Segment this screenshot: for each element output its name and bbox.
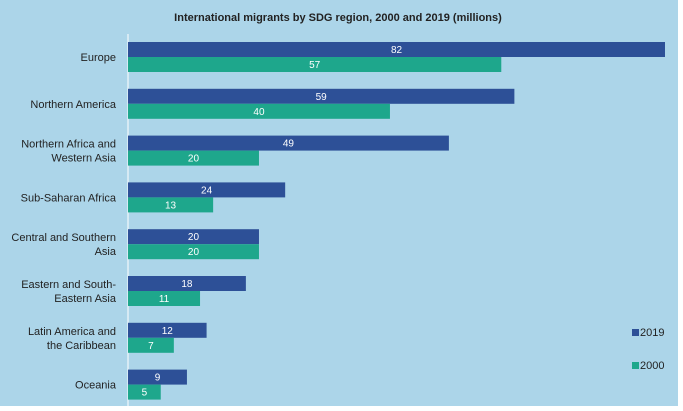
bar-2019 xyxy=(128,42,665,57)
data-label: 7 xyxy=(148,341,154,352)
category-label: Oceania xyxy=(75,380,117,392)
data-label: 49 xyxy=(283,139,295,150)
category-label: Europe xyxy=(81,52,116,64)
data-label: 59 xyxy=(316,92,328,103)
category-label-line: Asia xyxy=(95,246,117,258)
bar-2000 xyxy=(128,57,502,72)
category-label-line: Europe xyxy=(81,52,116,64)
category-label-line: Oceania xyxy=(75,380,117,392)
category-label-line: Northern America xyxy=(30,99,116,111)
data-label: 40 xyxy=(253,107,265,118)
category-label-line: Eastern Asia xyxy=(54,293,117,305)
category-label-line: the Caribbean xyxy=(47,340,116,352)
category-label: Eastern and South- Eastern Asia xyxy=(21,279,117,305)
data-label: 24 xyxy=(201,185,213,196)
data-label: 18 xyxy=(181,279,193,290)
bar-2000 xyxy=(128,291,201,306)
chart-title: International migrants by SDG region, 20… xyxy=(174,12,502,24)
bar-2000 xyxy=(128,244,259,260)
category-label-line: Sub-Saharan Africa xyxy=(21,192,117,204)
bar-2019 xyxy=(128,322,207,338)
data-label: 11 xyxy=(159,294,170,305)
bar-2019 xyxy=(128,135,449,151)
bar-2000 xyxy=(128,197,214,213)
category-label-line: Northern Africa and xyxy=(21,139,116,151)
bar-2019 xyxy=(128,88,515,104)
bar-2000 xyxy=(128,337,174,353)
bar-2019 xyxy=(128,369,187,385)
data-label: 13 xyxy=(165,200,177,211)
category-label-line: Latin America and xyxy=(28,326,116,338)
category-label-line: Western Asia xyxy=(51,153,116,165)
bar-2019 xyxy=(128,229,259,245)
data-label: 20 xyxy=(188,154,200,165)
data-label: 20 xyxy=(188,232,200,243)
category-label: Central and Southern Asia xyxy=(11,232,116,258)
category-label-line: Eastern and South- xyxy=(21,279,116,291)
bar-2000 xyxy=(128,103,390,119)
data-label: 20 xyxy=(188,247,200,258)
data-label: 5 xyxy=(142,388,148,399)
legend: 2019 2000 xyxy=(632,327,664,372)
category-label: Latin America and the Caribbean xyxy=(28,326,116,352)
data-label: 82 xyxy=(391,45,403,56)
bar-2019 xyxy=(128,182,286,198)
data-label: 12 xyxy=(162,326,174,337)
bar-2000 xyxy=(128,150,259,166)
category-label-line: Central and Southern xyxy=(11,232,116,244)
data-label: 57 xyxy=(309,60,321,71)
legend-label: 2019 xyxy=(640,327,664,339)
category-label: Sub-Saharan Africa xyxy=(21,192,117,204)
category-label: Northern America xyxy=(30,99,116,111)
bar-2000 xyxy=(128,384,161,400)
data-label: 9 xyxy=(155,373,161,384)
legend-swatch-2019 xyxy=(632,329,639,336)
category-label: Northern Africa and Western Asia xyxy=(21,139,117,165)
bar-2019 xyxy=(128,276,246,291)
legend-swatch-2000 xyxy=(632,362,639,369)
legend-label: 2000 xyxy=(640,360,664,372)
